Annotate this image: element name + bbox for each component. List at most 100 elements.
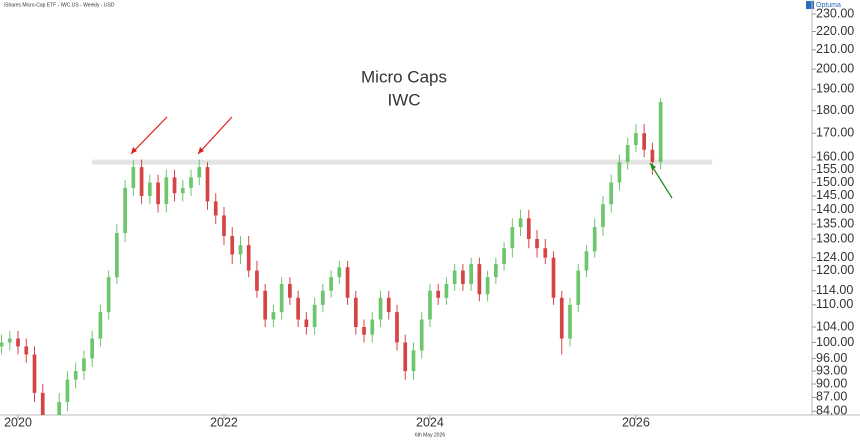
- y-tick-label: 160.00: [816, 149, 854, 163]
- candle-body: [584, 251, 589, 271]
- candle-body: [452, 270, 457, 284]
- y-tick-label: 120.00: [816, 263, 854, 277]
- candle-body: [238, 245, 243, 255]
- candle-body: [444, 283, 449, 298]
- candle-body: [304, 319, 309, 327]
- candle-body: [337, 267, 342, 278]
- arrow-head: [198, 147, 204, 154]
- candle-body: [32, 354, 37, 393]
- candle-body: [123, 187, 127, 233]
- y-tick-label: 114.00: [816, 283, 853, 297]
- brand-label: Optuma: [816, 2, 841, 9]
- candle-body: [255, 270, 259, 291]
- candle-body: [609, 182, 614, 205]
- candle-body: [493, 264, 498, 278]
- brand-icon: [806, 1, 814, 9]
- candle-body: [16, 338, 20, 347]
- y-tick-label: 190.00: [816, 82, 854, 96]
- candle-body: [510, 227, 515, 249]
- candle-body: [436, 290, 441, 298]
- candle-body: [0, 342, 4, 347]
- candle-body: [634, 133, 638, 145]
- x-tick-label: 2020: [4, 415, 32, 429]
- x-tick-label: 2022: [210, 415, 238, 429]
- x-tick-label: 2024: [416, 415, 444, 429]
- y-tick-label: 87.00: [816, 390, 847, 404]
- candle-body: [601, 204, 605, 228]
- candle-body: [205, 167, 210, 202]
- y-tick-label: 150.00: [816, 175, 854, 189]
- y-tick-label: 180.00: [816, 103, 854, 117]
- candle-body: [485, 277, 490, 295]
- candle-body: [73, 371, 78, 380]
- candle-body: [477, 264, 482, 295]
- candle-body: [98, 312, 103, 339]
- candle-body: [115, 232, 119, 278]
- candle-body: [378, 297, 383, 320]
- arrow: [649, 162, 673, 199]
- candle-body: [403, 342, 408, 372]
- y-tick-label: 155.00: [816, 162, 854, 176]
- candle-body: [543, 248, 548, 258]
- candle-body: [568, 304, 572, 339]
- y-tick-label: 90.00: [816, 376, 847, 390]
- candle-body: [271, 312, 276, 320]
- y-tick-label: 84.00: [816, 404, 847, 418]
- candle-body: [40, 392, 45, 415]
- candle-body: [518, 218, 523, 228]
- arrow: [197, 116, 233, 155]
- candle-body: [535, 238, 539, 249]
- candle-body: [288, 283, 292, 298]
- y-tick-label: 170.00: [816, 125, 854, 139]
- candle-body: [172, 177, 177, 194]
- candle-body: [551, 257, 556, 298]
- candle-body: [230, 235, 235, 255]
- y-tick-label: 210.00: [816, 42, 854, 56]
- candle-body: [419, 319, 424, 351]
- y-tick-label: 96.00: [816, 351, 847, 365]
- candle-body: [24, 346, 29, 355]
- candle-body: [625, 144, 630, 163]
- candle-body: [197, 167, 202, 178]
- y-tick-label: 135.00: [816, 216, 854, 230]
- y-tick-label: 93.00: [816, 363, 847, 377]
- candle-body: [213, 201, 218, 216]
- candle-body: [279, 283, 284, 313]
- y-tick-label: 100.00: [816, 335, 854, 349]
- y-tick-label: 124.00: [816, 250, 854, 264]
- candle-body: [658, 101, 663, 163]
- candle-body: [650, 149, 655, 163]
- candle-body: [617, 162, 622, 183]
- y-tick-label: 140.00: [816, 202, 854, 216]
- arrow: [130, 116, 168, 155]
- arrow-head: [650, 163, 656, 170]
- candle-body: [246, 245, 251, 271]
- candle-body: [263, 290, 268, 320]
- candle-body: [559, 297, 564, 339]
- y-tick-label: 230.00: [816, 6, 854, 20]
- y-tick-label: 145.00: [816, 188, 854, 202]
- candle-body: [395, 312, 399, 343]
- candle-body: [370, 319, 375, 335]
- y-tick-label: 130.00: [816, 231, 854, 245]
- candle-body: [164, 177, 169, 205]
- candle-body: [82, 358, 86, 372]
- y-tick-label: 200.00: [816, 61, 854, 75]
- candle-body: [461, 270, 465, 284]
- plot-area: [0, 97, 713, 441]
- x-tick-label: 2026: [622, 415, 650, 429]
- chart-title: Micro Caps: [361, 67, 447, 86]
- y-tick-label: 220.00: [816, 24, 854, 38]
- candle-body: [642, 133, 646, 150]
- date-label: 6th May 2026: [415, 432, 446, 438]
- candle-body: [180, 187, 185, 194]
- candle-body: [106, 277, 111, 313]
- candle-body: [49, 430, 53, 441]
- arrow-head: [131, 147, 137, 154]
- candle-body: [57, 401, 62, 415]
- candle-body: [90, 338, 95, 359]
- candle-body: [345, 267, 350, 298]
- candle-body: [189, 177, 193, 188]
- y-tick-label: 110.00: [816, 297, 853, 311]
